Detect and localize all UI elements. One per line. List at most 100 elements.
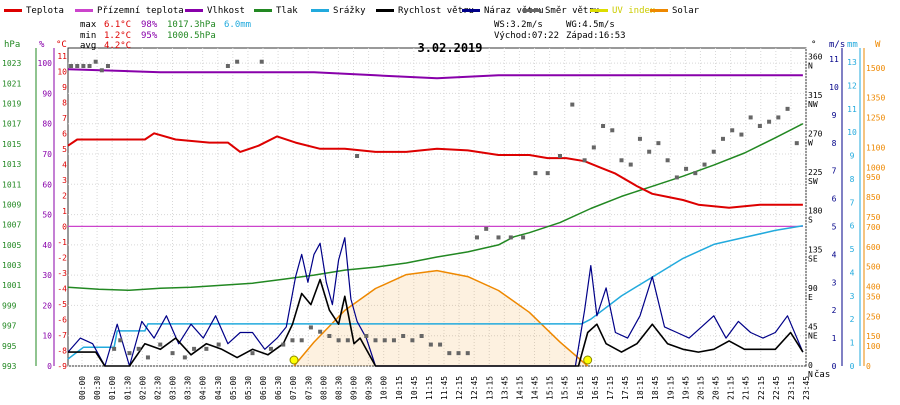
ms-tick-label: 0 xyxy=(832,362,837,371)
pct-tick-label: 20 xyxy=(42,301,52,310)
mm-tick-label: 3 xyxy=(850,292,855,301)
y-axes: 9939959979991001100310051007100910111013… xyxy=(2,48,885,379)
x-tick-label: 21:15 xyxy=(727,376,736,400)
legend: Teplota Přízemní teplota Vlhkost Tlak Srážky… xyxy=(4,6,700,16)
stats-block: max 6.1°C 98% 1017.3hPa 6.0mm min 1.2°C … xyxy=(80,20,251,51)
series-layer xyxy=(67,59,804,367)
x-tick-label: 01:30 xyxy=(123,376,132,400)
ms-tick-label: 10 xyxy=(829,83,839,92)
x-tick-label: 03:30 xyxy=(184,376,193,400)
x-tick-label: 08:30 xyxy=(334,376,343,400)
axis-unit-mm: mm xyxy=(847,40,858,50)
dir-tick-label: 45 xyxy=(808,322,818,331)
x-tick-label: 23:15 xyxy=(787,376,796,400)
plot-area xyxy=(67,47,807,367)
degc-tick-label: -4 xyxy=(57,284,67,293)
axis-unit-dir: ° xyxy=(811,40,816,50)
wind-direction-point xyxy=(225,64,230,68)
x-tick-label: 23:45 xyxy=(802,376,811,400)
hpa-tick-label: 1013 xyxy=(2,160,21,169)
temperature-line xyxy=(67,132,803,209)
wind-direction-point xyxy=(259,59,264,64)
degc-tick-label: 1 xyxy=(62,207,67,216)
uv-index-point xyxy=(289,355,299,365)
wind-direction-point xyxy=(730,128,735,133)
wind-direction-point xyxy=(327,334,332,338)
dir-name-label: SW xyxy=(808,177,818,186)
mm-tick-label: 8 xyxy=(850,175,855,184)
wind-direction-point xyxy=(647,149,652,154)
hpa-tick-label: 1015 xyxy=(2,140,21,149)
wind-direction-point xyxy=(136,346,141,351)
ms-tick-label: 1 xyxy=(832,334,837,343)
pct-tick-label: 30 xyxy=(42,271,52,280)
wind-direction-point xyxy=(693,171,698,176)
x-axis: 00:00 00:30 01:00 01:30 02:00 02:30 03:00 03:30… xyxy=(78,376,811,400)
x-tick-label: 17:45 xyxy=(621,376,630,400)
pct-tick-label: 70 xyxy=(42,150,52,159)
x-tick-label: 02:30 xyxy=(153,376,162,400)
degc-tick-label: 0 xyxy=(62,222,67,231)
mm-tick-label: 12 xyxy=(847,81,857,90)
wind-direction-point xyxy=(739,132,744,137)
ms-tick-label: 9 xyxy=(832,111,837,120)
wind-direction-point xyxy=(355,154,360,158)
wind-direction-point xyxy=(192,346,197,351)
x-tick-label: 21:45 xyxy=(742,376,751,400)
pct-tick-label: 60 xyxy=(42,180,52,189)
humidity-line xyxy=(67,68,803,80)
x-tick-label: 18:45 xyxy=(651,376,660,400)
wind-direction-point xyxy=(112,346,117,351)
dir-name-label: N xyxy=(808,61,813,70)
wind-direction-point xyxy=(318,329,323,334)
degc-tick-label: -7 xyxy=(57,331,67,340)
stat-max-press: 1017.3hPa xyxy=(167,20,216,30)
info-ws: WS:3.2m/s xyxy=(494,20,543,30)
dir-name-label: NE xyxy=(808,331,818,340)
wind-direction-point xyxy=(637,136,642,141)
stat-min-press: 1000.5hPa xyxy=(167,31,216,41)
uv-index-point xyxy=(583,355,593,365)
hpa-tick-label: 1017 xyxy=(2,120,21,129)
degc-tick-label: 11 xyxy=(57,52,67,61)
x-tick-label: 16:45 xyxy=(591,376,600,400)
wind-direction-point xyxy=(99,68,104,73)
wind-direction-point xyxy=(665,158,670,163)
stat-max-rain: 6.0mm xyxy=(224,20,251,30)
x-tick-label: 08:00 xyxy=(319,376,328,400)
w-tick-label: 350 xyxy=(866,292,881,301)
stat-min-temp: 1.2°C xyxy=(104,31,131,41)
x-tick-label: 04:00 xyxy=(199,376,208,400)
mm-tick-label: 11 xyxy=(847,105,857,114)
legend-label: Tlak xyxy=(276,6,298,16)
hpa-tick-label: 999 xyxy=(2,301,17,310)
ms-tick-label: 5 xyxy=(832,223,837,232)
wind-direction-point xyxy=(127,351,132,356)
x-tick-label: 11:45 xyxy=(440,376,449,400)
wind-direction-point xyxy=(465,351,470,356)
dir-name-label: S xyxy=(808,216,813,225)
degc-tick-label: -8 xyxy=(57,346,67,355)
stat-max-label: max xyxy=(80,20,97,30)
mm-tick-label: 2 xyxy=(850,315,855,324)
degc-tick-label: 2 xyxy=(62,191,67,200)
wind-direction-point xyxy=(684,166,689,171)
x-tick-label: 09:30 xyxy=(365,376,374,400)
x-tick-label: 20:45 xyxy=(712,376,721,400)
wind-direction-point xyxy=(545,171,550,176)
w-tick-label: 700 xyxy=(866,223,881,232)
degc-tick-label: 5 xyxy=(62,145,67,154)
x-tick-label: 05:00 xyxy=(229,376,238,400)
wind-direction-point xyxy=(521,235,526,240)
wind-direction-point xyxy=(290,338,295,343)
hpa-tick-label: 1005 xyxy=(2,241,21,250)
pct-tick-label: 80 xyxy=(42,120,52,129)
legend-label: Srážky xyxy=(333,6,366,16)
hpa-tick-label: 997 xyxy=(2,322,17,331)
legend-label: Směr větru xyxy=(545,6,599,16)
wind-direction-point xyxy=(570,102,575,107)
wind-direction-point xyxy=(410,338,415,343)
w-tick-label: 400 xyxy=(866,283,881,292)
x-tick-label: 07:30 xyxy=(304,376,313,400)
